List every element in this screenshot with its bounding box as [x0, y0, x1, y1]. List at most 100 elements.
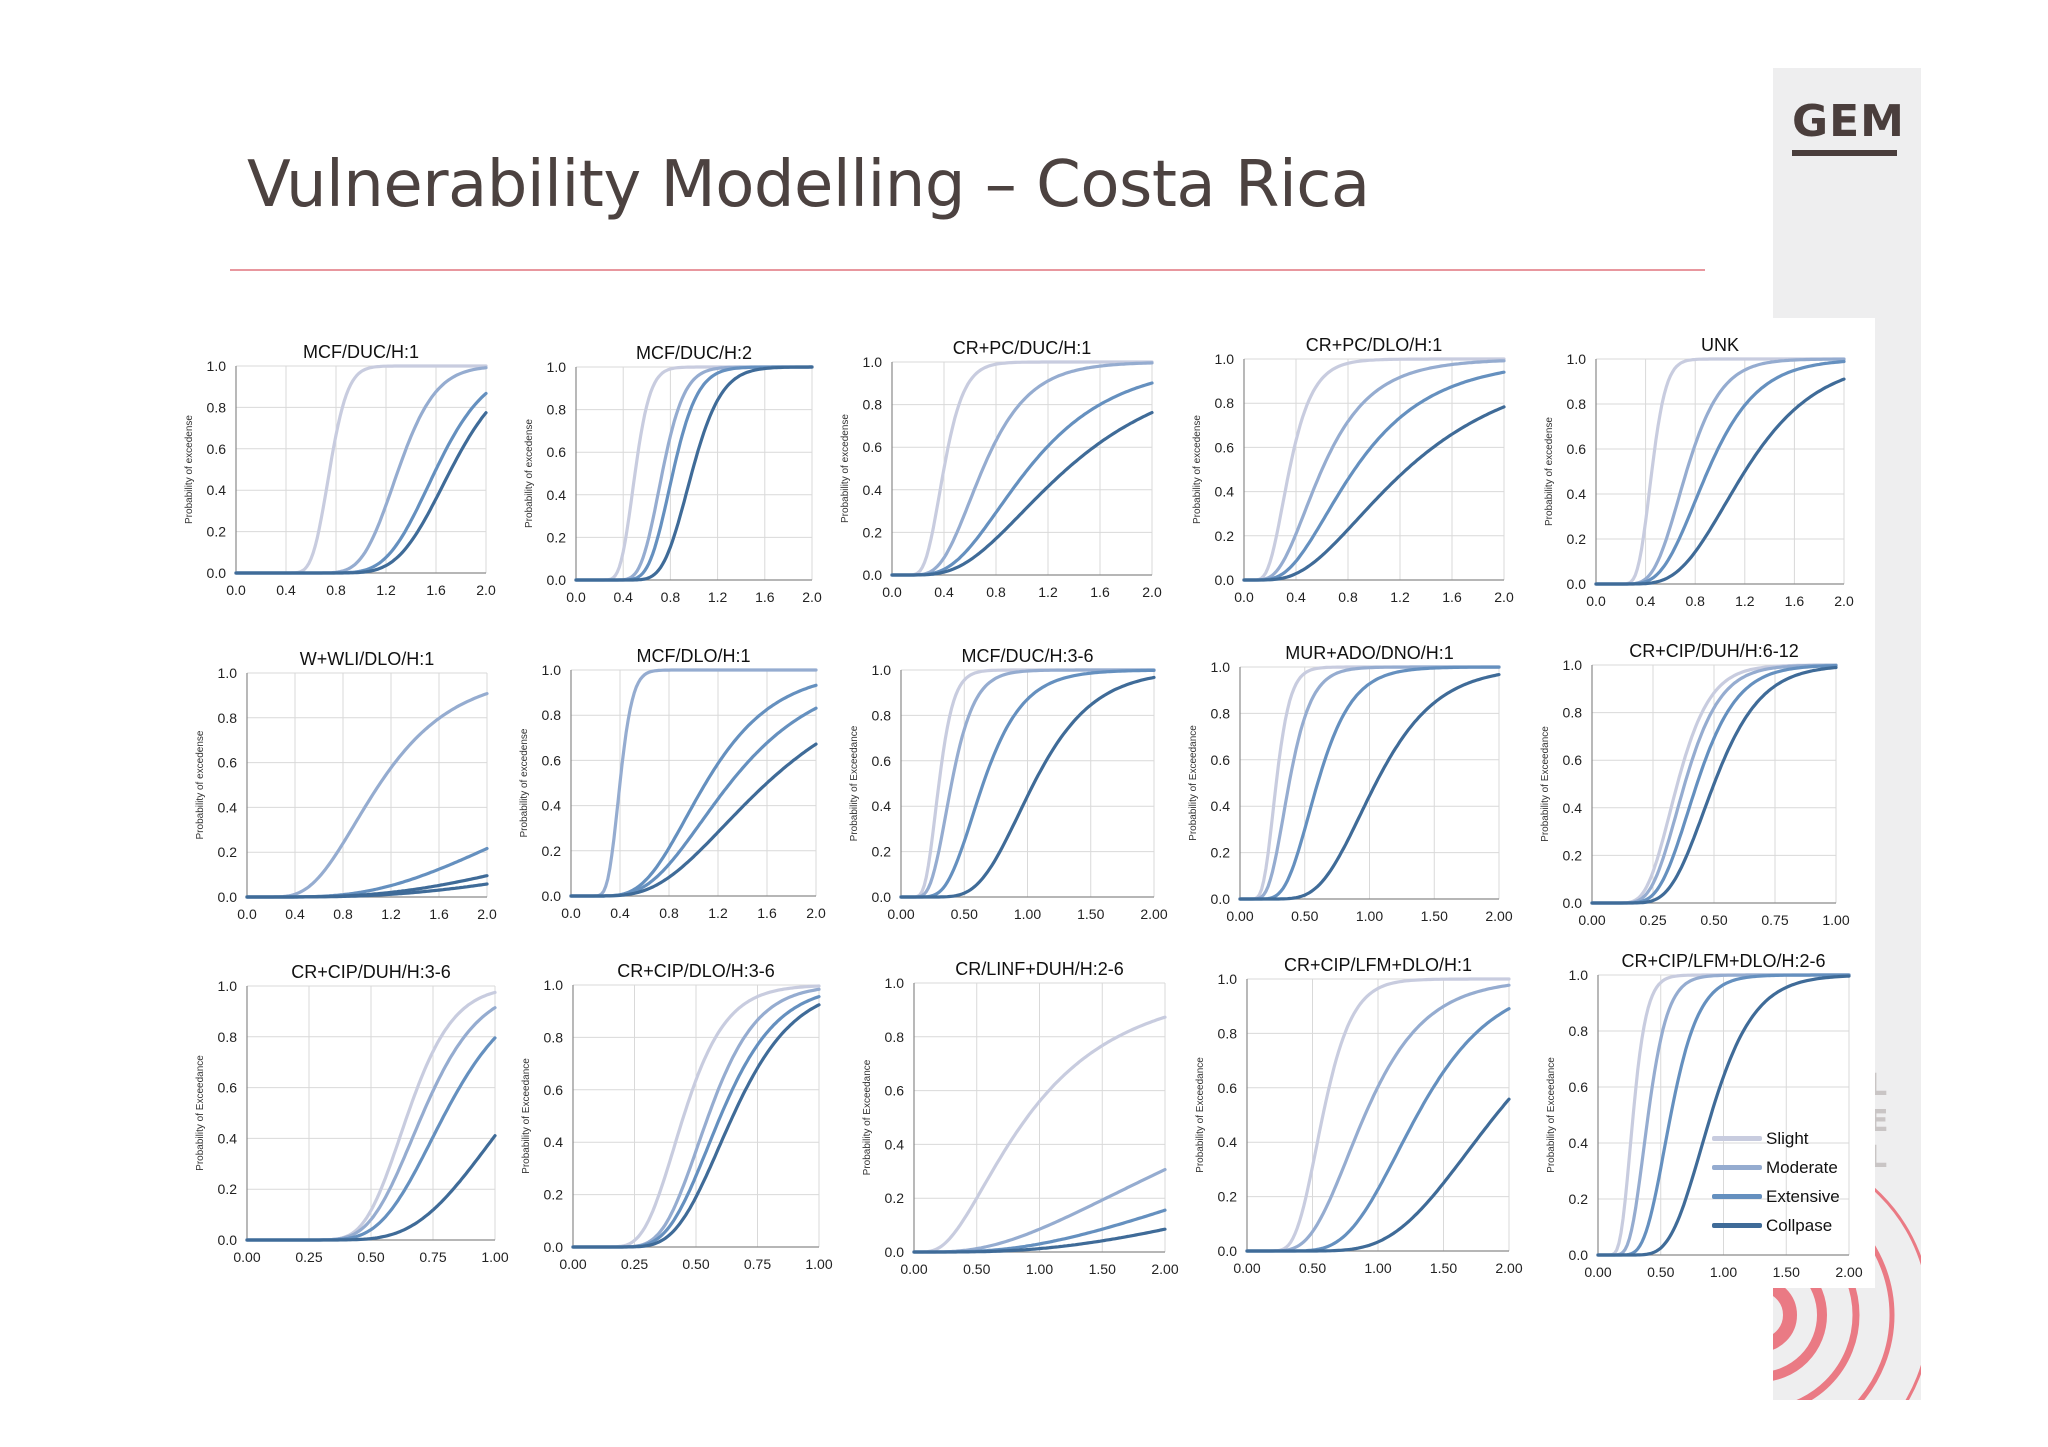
y-tick-label: 0.6: [863, 439, 883, 455]
x-tick-label: 1.00: [1356, 908, 1383, 924]
chart-panel: UNK 0.0 0.4 0.8 1.2 1.6 2.0 0.0 0.2 0.4 0.6 0.8 1.0 P…: [1544, 335, 1854, 609]
y-tick-label: 0.0: [547, 572, 567, 588]
curve-moderate: [1245, 983, 1511, 1253]
curve-extensive: [1242, 370, 1506, 582]
y-axis-label: Probability of Exceedance: [521, 1058, 532, 1174]
x-tick-label: 2.00: [1485, 908, 1512, 924]
x-tick-label: 2.0: [1834, 593, 1854, 609]
x-tick-label: 0.8: [986, 584, 1006, 600]
y-tick-label: 0.0: [218, 1232, 238, 1248]
curve-extensive: [899, 668, 1156, 899]
y-tick-label: 1.0: [1567, 351, 1587, 367]
chart-panel: CR+CIP/DUH/H:6-12 0.00 0.25 0.50 0.75 1.00 0.0…: [1540, 641, 1850, 928]
x-tick-label: 0.0: [226, 582, 246, 598]
x-tick-label: 0.50: [1647, 1264, 1674, 1280]
x-tick-label: 1.50: [1430, 1260, 1457, 1276]
chart-panel: MCF/DLO/H:1 0.0 0.4 0.8 1.2 1.6 2.0 0.0 0.2 0.4 0.…: [519, 646, 826, 921]
chart-panel: MCF/DUC/H:3-6 0.00 0.50 1.00 1.50 2.00 0.0 0.2 0…: [849, 646, 1168, 922]
y-tick-label: 0.6: [218, 1080, 238, 1096]
y-tick-label: 0.4: [218, 1130, 238, 1146]
y-axis-label: Probability of excedense: [1544, 417, 1555, 526]
x-tick-label: 0.0: [237, 906, 257, 922]
chart-title: MCF/DUC/H:3-6: [961, 646, 1093, 666]
y-tick-label: 0.0: [207, 565, 227, 581]
x-tick-label: 0.75: [744, 1256, 771, 1272]
x-tick-label: 1.00: [805, 1256, 832, 1272]
y-tick-label: 0.4: [547, 487, 567, 503]
chart-title: MUR+ADO/DNO/H:1: [1285, 643, 1454, 663]
y-tick-label: 0.4: [1218, 1134, 1238, 1150]
y-axis-label: Probability of Exceedance: [1195, 1057, 1206, 1173]
y-axis-label: Probability of Exceedance: [1540, 726, 1551, 842]
accent-ring: [1773, 1249, 1827, 1381]
chart-title: MCF/DUC/H:1: [303, 342, 419, 362]
legend-swatch: [1712, 1194, 1762, 1199]
x-tick-label: 0.8: [326, 582, 346, 598]
x-tick-label: 1.00: [1026, 1261, 1053, 1277]
accent-ring: [1773, 1181, 1895, 1400]
legend-label: Slight: [1766, 1128, 1809, 1148]
chart-panel: MUR+ADO/DNO/H:1 0.00 0.50 1.00 1.50 2.00 0.0 0.…: [1188, 643, 1513, 924]
legend-item-extensive: Extensive: [1712, 1182, 1840, 1211]
x-tick-label: 1.6: [426, 582, 446, 598]
y-tick-label: 0.2: [1215, 528, 1235, 544]
x-tick-label: 0.4: [934, 584, 954, 600]
accent-ring: [1773, 1216, 1860, 1400]
y-tick-label: 0.2: [218, 844, 238, 860]
y-tick-label: 0.4: [1215, 484, 1235, 500]
x-tick-label: 1.00: [1014, 906, 1041, 922]
y-tick-label: 0.2: [885, 1190, 905, 1206]
curve-collapse: [1242, 405, 1506, 582]
x-tick-label: 0.4: [613, 589, 633, 605]
x-tick-label: 1.2: [1038, 584, 1058, 600]
x-tick-label: 2.00: [1140, 906, 1167, 922]
chart-panel: CR+CIP/LFM+DLO/H:2-6 0.00 0.50 1.00 1.50 2.00…: [1546, 951, 1863, 1280]
y-tick-label: 0.6: [218, 755, 238, 771]
legend-label: Extensive: [1766, 1186, 1840, 1206]
y-tick-label: 0.0: [1563, 895, 1583, 911]
curve-extensive: [574, 365, 814, 582]
y-tick-label: 0.8: [1211, 705, 1231, 721]
curve-moderate: [569, 668, 818, 898]
y-tick-label: 0.0: [544, 1239, 564, 1255]
y-tick-label: 0.8: [218, 710, 238, 726]
y-axis-label: Probability of excedense: [184, 415, 195, 524]
chart-title: UNK: [1701, 335, 1739, 355]
y-tick-label: 0.4: [1569, 1135, 1589, 1151]
x-tick-label: 0.75: [1761, 912, 1788, 928]
legend-label: Moderate: [1766, 1157, 1838, 1177]
x-tick-label: 0.8: [1685, 593, 1705, 609]
y-tick-label: 0.4: [872, 798, 892, 814]
y-axis-label: Probability of excedense: [840, 414, 851, 523]
chart-panel: CR+PC/DUC/H:1 0.0 0.4 0.8 1.2 1.6 2.0 0.0 0.2 0.4…: [840, 338, 1162, 600]
logo-underline: [1792, 150, 1897, 156]
page-title: Vulnerability Modelling – Costa Rica: [247, 148, 1370, 222]
curve-moderate: [245, 692, 489, 899]
y-tick-label: 0.4: [542, 798, 562, 814]
curve-moderate: [234, 366, 488, 575]
y-tick-label: 1.0: [863, 354, 883, 370]
curve-slight: [1242, 357, 1506, 582]
chart-title: CR/LINF+DUH/H:2-6: [955, 959, 1124, 979]
legend-item-slight: Slight: [1712, 1124, 1840, 1153]
curve-collapse: [1594, 377, 1846, 586]
x-tick-label: 0.50: [1700, 912, 1727, 928]
y-tick-label: 0.4: [207, 482, 227, 498]
y-axis-label: Probability of excedense: [524, 419, 535, 528]
x-tick-label: 0.4: [276, 582, 296, 598]
y-tick-label: 0.6: [1215, 439, 1235, 455]
x-tick-label: 0.4: [1286, 589, 1306, 605]
y-tick-label: 0.6: [547, 444, 567, 460]
chart-title: CR+CIP/LFM+DLO/H:2-6: [1621, 951, 1825, 971]
x-tick-label: 1.50: [1773, 1264, 1800, 1280]
y-axis-label: Probability of Exceedance: [1188, 725, 1199, 841]
x-tick-label: 0.00: [1584, 1264, 1611, 1280]
x-tick-label: 1.50: [1089, 1261, 1116, 1277]
x-tick-label: 0.25: [621, 1256, 648, 1272]
y-tick-label: 1.0: [1569, 967, 1589, 983]
accent-ring: [1773, 1280, 1797, 1350]
legend-swatch: [1712, 1165, 1762, 1170]
chart-title: CR+CIP/DUH/H:6-12: [1629, 641, 1799, 661]
chart-title: MCF/DLO/H:1: [636, 646, 750, 666]
x-tick-label: 0.25: [1639, 912, 1666, 928]
